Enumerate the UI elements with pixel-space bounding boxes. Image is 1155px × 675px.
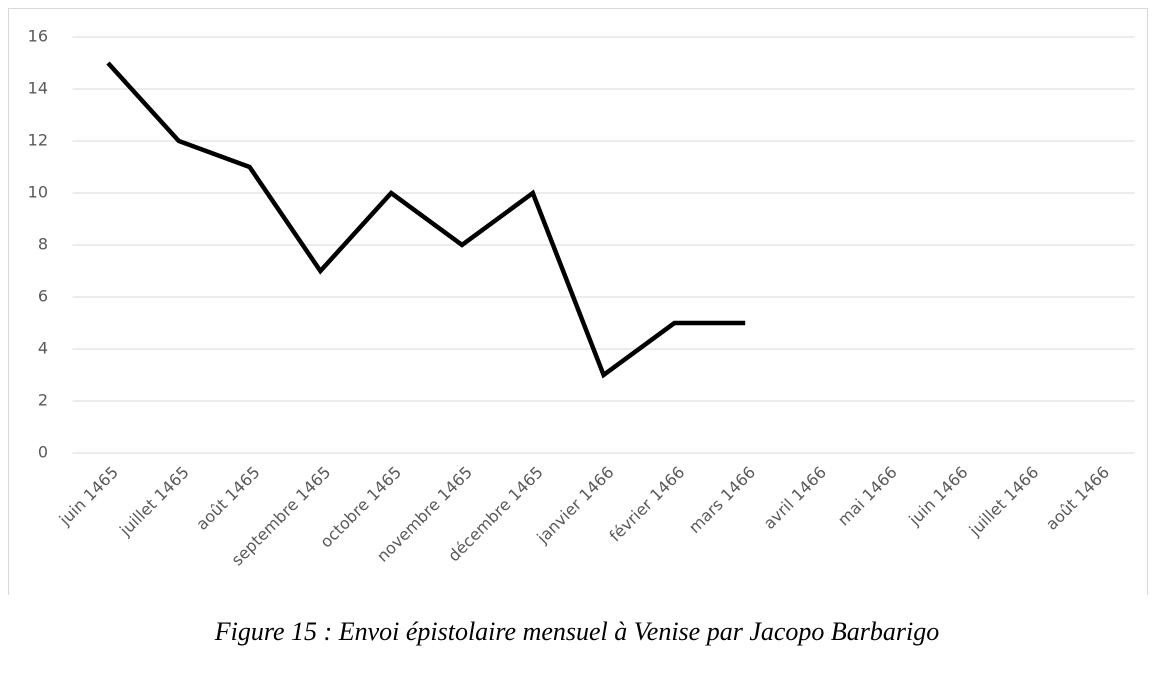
chart-border (8, 8, 1148, 595)
x-tick-label: août 1465 (192, 463, 263, 534)
x-tick-label: août 1466 (1042, 463, 1113, 534)
y-tick-label: 0 (38, 443, 48, 462)
x-tick-label: juin 1466 (904, 463, 971, 530)
y-tick-label: 12 (28, 131, 48, 150)
line-series (106, 61, 746, 379)
x-tick-label: avril 1466 (760, 463, 830, 533)
y-tick-label: 4 (38, 339, 48, 358)
y-tick-label: 2 (38, 391, 48, 410)
y-tick-label: 8 (38, 235, 48, 254)
x-tick-label: juin 1465 (55, 463, 122, 530)
x-tick-label: juillet 1466 (965, 463, 1043, 541)
x-tick-label: juillet 1465 (115, 463, 193, 541)
x-tick-label: mars 1466 (685, 463, 759, 537)
caption: Figure 15 : Envoi épistolaire mensuel à … (214, 617, 940, 646)
y-tick-label: 16 (28, 27, 48, 46)
x-tick-label: février 1466 (606, 463, 689, 546)
y-tick-label: 6 (38, 287, 48, 306)
y-tick-label: 14 (28, 79, 48, 98)
x-tick-label: mai 1466 (834, 463, 901, 530)
y-tick-label: 10 (28, 183, 48, 202)
